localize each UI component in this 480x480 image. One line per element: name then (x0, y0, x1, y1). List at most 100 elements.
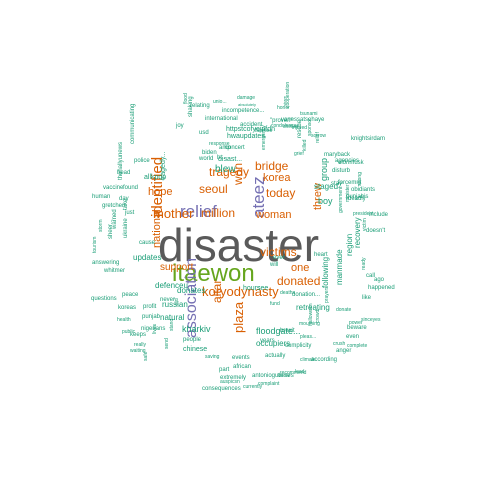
word-sinceyes: sinceyes (361, 317, 381, 323)
word-nigerians: nigerians (141, 326, 166, 332)
word-part: part (219, 367, 230, 373)
word-one: one (291, 262, 310, 274)
word-head: head (117, 170, 131, 176)
word-safe: safe (143, 351, 149, 361)
word-unio: unio... (213, 99, 227, 105)
word-maryback: maryback (324, 152, 351, 158)
word-warned: warned (112, 209, 118, 229)
word-kharkiv: kharkiv (182, 324, 211, 334)
word-disast: disast... (218, 156, 243, 163)
word-manmade: manmade (335, 249, 344, 285)
word-years: years (260, 338, 275, 344)
word-deaths: deaths (280, 290, 296, 296)
word-response: response (209, 141, 230, 147)
word-donated: donated (277, 274, 321, 288)
word-recovery: recovery (353, 217, 362, 248)
word-mother: mother (153, 206, 194, 221)
word-million: million (201, 206, 236, 220)
word-floodgate: floodgate... (256, 326, 301, 336)
word-never: never (160, 297, 176, 303)
word-itaewon: itaewon (172, 260, 255, 287)
word-following: following (321, 256, 330, 288)
word-russian: russian (162, 300, 188, 309)
word-donates: donates (177, 286, 206, 295)
word-strong: strong (357, 172, 363, 186)
word-peace: peace (122, 292, 139, 298)
word-anger: anger (336, 348, 352, 354)
word-president: president (353, 211, 374, 217)
word-events: events (232, 355, 250, 361)
word-hours: hours (243, 285, 261, 292)
word-beware: beware (347, 325, 367, 331)
word-answering: answering (92, 260, 120, 266)
word-thehallyunews: thehallyunews (118, 141, 124, 180)
word-auspicsn: auspicsn (220, 379, 240, 385)
word-concert: concert (225, 145, 245, 151)
word-african: african (233, 364, 252, 370)
word-absolutely: absolutely (238, 102, 257, 107)
word-see: see (257, 285, 269, 292)
word-human: human (92, 194, 111, 200)
word-emergency: emergency (261, 125, 267, 150)
word-cause: cause (139, 240, 156, 246)
word-whitmer: whitmer (104, 268, 126, 274)
word-government: government (338, 186, 344, 213)
word-woman: woman (256, 209, 292, 221)
word-victims: victims (260, 245, 297, 259)
word-agencies: agencies (335, 158, 360, 164)
word-grief: grief (294, 151, 304, 157)
word-proven: "proven" (270, 118, 293, 124)
word-international: international (205, 116, 238, 122)
word-ready: ready (361, 257, 367, 270)
word-donate: donate (336, 307, 352, 313)
word-knightsirdam: knightsirdam (351, 136, 386, 142)
word-families: families (255, 128, 272, 134)
word-sorrow: sorrow (311, 133, 327, 139)
word-tragedy: tragedy (209, 165, 250, 179)
word-like: like (362, 295, 372, 301)
word-just: just (125, 210, 135, 216)
word-boy: boy (318, 196, 333, 206)
word-ever: ever (273, 255, 285, 261)
word-climate: climate (300, 357, 316, 363)
word-public: public (122, 329, 136, 335)
word-relief: relief (180, 202, 217, 221)
word-korea: korea (263, 172, 291, 184)
word-killed: killed (302, 139, 308, 151)
word-punjab: punjab (142, 314, 161, 320)
word-retreating: retreating (296, 303, 330, 312)
word-lead: lead (295, 369, 305, 375)
word-pleas: pleas... (300, 334, 317, 340)
word-updates: updates (133, 253, 162, 262)
word-relating: relating (190, 103, 210, 109)
word-biden: biden (202, 150, 217, 156)
word-extremely: extremely (220, 375, 247, 381)
word-usd: usd (199, 130, 209, 136)
word-disturb: disturb (332, 168, 351, 174)
word-include: include (369, 212, 389, 218)
word-consequences: consequences (202, 386, 241, 392)
word-httpstcofyejnfdn: httpstcofyejnfdn (226, 126, 276, 133)
word-people: people (183, 337, 202, 343)
word-complaint: complaint (258, 381, 280, 387)
word-obidiants: obidiants (351, 187, 376, 193)
word-communicating: communicating (130, 103, 136, 144)
word-know: know (278, 373, 290, 379)
word-recommend: recommend (280, 370, 307, 376)
word-hope: hope (148, 186, 173, 198)
word-joy: joy (176, 123, 184, 129)
word-staged: staged (314, 182, 339, 191)
word-world: world (199, 156, 214, 162)
word-happened: happened (368, 285, 395, 291)
word-accident: accident (240, 122, 263, 128)
word-plaza: plaza (231, 301, 246, 333)
word-gretchen: gretchen (102, 203, 126, 209)
word-doesn-t: doesn't (366, 228, 386, 234)
word-injured: injured (292, 125, 308, 131)
word-honor: honor (277, 105, 290, 111)
word-saving: saving (205, 354, 220, 360)
word-currently: currently (243, 384, 263, 390)
word-ukraine: ukraine (123, 218, 129, 238)
word-questions: questions (91, 296, 117, 302)
